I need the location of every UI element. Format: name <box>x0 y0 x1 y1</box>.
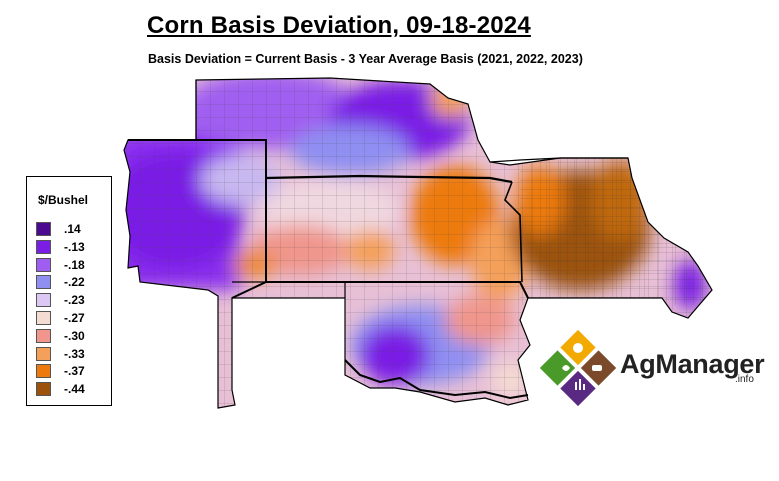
legend-swatch <box>36 222 51 236</box>
state-borders <box>123 77 713 409</box>
legend-item: .14 <box>36 222 111 236</box>
legend: $/Bushel .14 -.13 -.18 -.22 -.23 -.27 -.30 -.33… <box>26 176 112 406</box>
legend-item: -.30 <box>36 328 111 343</box>
legend-swatch <box>36 293 51 308</box>
legend-swatch <box>36 275 51 290</box>
legend-swatch <box>36 311 51 325</box>
legend-item: -.23 <box>36 293 111 308</box>
map-title: Corn Basis Deviation, 09-18-2024 <box>147 12 531 39</box>
legend-swatch <box>36 346 51 361</box>
legend-title: $/Bushel <box>38 193 89 207</box>
legend-item: -.33 <box>36 346 111 361</box>
legend-label: -.33 <box>64 346 85 361</box>
legend-label: -.30 <box>64 328 85 343</box>
logo-wordmark: AgManager <box>620 349 765 379</box>
legend-swatch <box>36 364 51 379</box>
logo-suffix: .info <box>735 374 754 385</box>
legend-swatch <box>36 239 51 254</box>
legend-item: -.22 <box>36 275 111 290</box>
legend-label: -.18 <box>64 257 85 272</box>
legend-label: -.23 <box>64 293 85 308</box>
legend-item: -.27 <box>36 311 111 325</box>
legend-swatch <box>36 257 51 272</box>
legend-swatch <box>36 382 51 397</box>
legend-item: -.37 <box>36 364 111 379</box>
legend-label: .14 <box>64 222 81 236</box>
agmanager-logo <box>539 329 617 407</box>
legend-label: -.13 <box>64 239 85 254</box>
legend-label: -.22 <box>64 275 85 290</box>
legend-item: -.18 <box>36 257 111 272</box>
legend-label: -.37 <box>64 364 85 379</box>
legend-item: -.44 <box>36 382 111 397</box>
map-subtitle: Basis Deviation = Current Basis - 3 Year… <box>148 52 583 66</box>
legend-item: -.13 <box>36 239 111 254</box>
legend-label: -.27 <box>64 311 85 325</box>
legend-swatch <box>36 328 51 343</box>
legend-label: -.44 <box>64 382 85 397</box>
